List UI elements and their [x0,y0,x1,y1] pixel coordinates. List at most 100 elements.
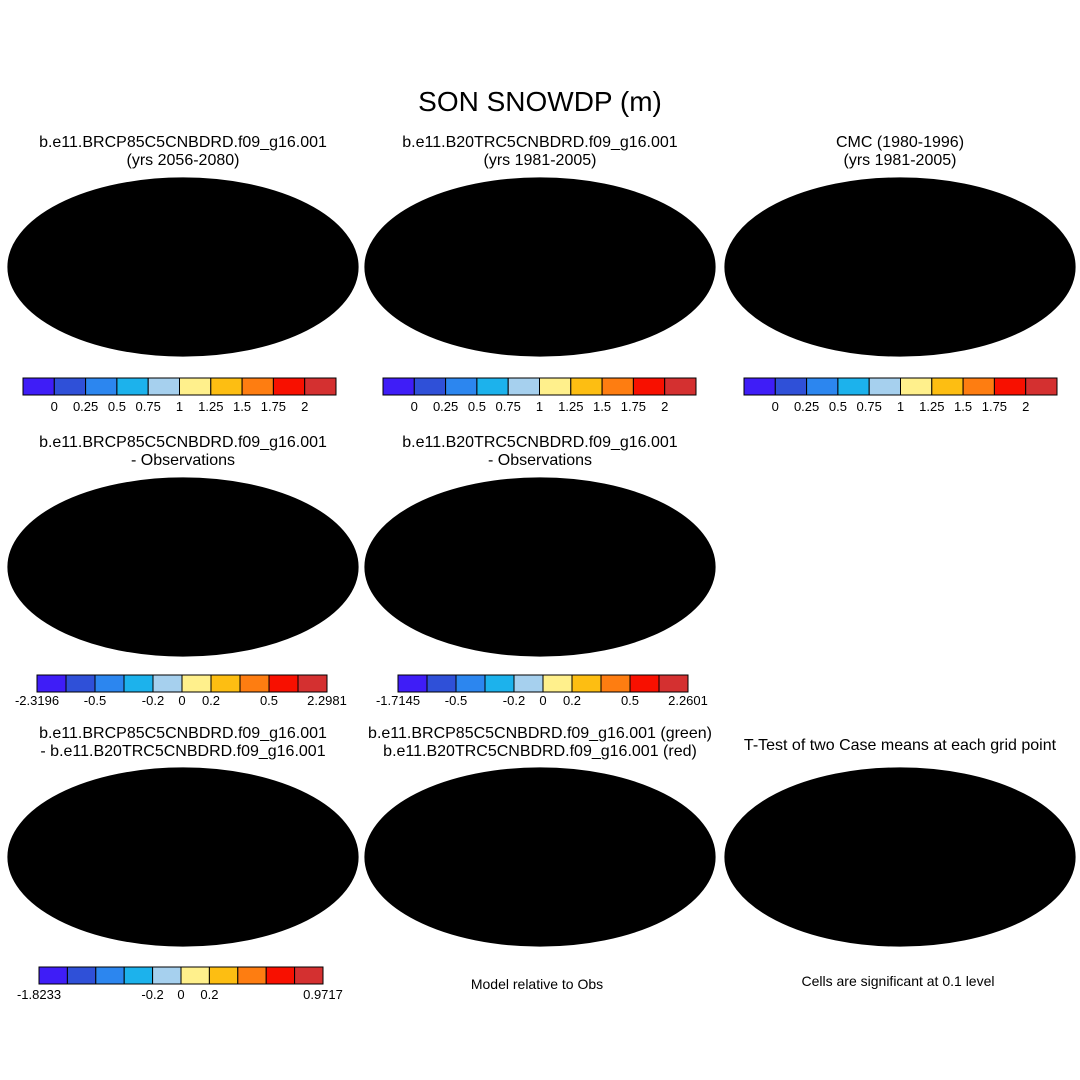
colorbar-swatch [123,966,154,985]
panel-title-line1: T-Test of two Case means at each grid po… [743,737,1057,754]
colorbar-tick-label: 1.5 [233,399,251,414]
colorbar-tick-label: 1.75 [261,399,286,414]
colorbar-swatch [85,377,118,396]
significance-note: Cells are significant at 0.1 level [801,973,995,989]
map-panel-p8 [364,767,716,947]
colorbar-swatch [931,377,964,396]
colorbar-swatch [658,674,689,693]
panel-title-p2: b.e11.B20TRC5CNBDRD.f09_g16.001 (yrs 1981… [360,134,720,170]
colorbar-swatch [304,377,337,396]
colorbar-cb5: -1.7145 -0.5 -0.2 0 0.2 0.5 2.2601 [376,674,708,708]
colorbar-swatch [900,377,933,396]
map-panel-p4 [7,477,359,657]
map-panel-p7 [7,767,359,947]
colorbar-swatch [208,966,239,985]
colorbar-swatch [181,674,212,693]
colorbar-swatch [241,377,274,396]
colorbar-cb3: 0 0.25 0.5 0.75 1 1.25 1.5 1.75 2 [743,377,1058,414]
colorbar-tick-label: 1.75 [982,399,1007,414]
panel-title-p1: b.e11.BRCP85C5CNBDRD.f09_g16.001 (yrs 205… [3,134,363,170]
colorbar-swatch [513,674,544,693]
colorbar-swatch [774,377,808,396]
colorbar-swatch [993,377,1027,396]
panel-title-line1: b.e11.BRCP85C5CNBDRD.f09_g16.001 [39,434,327,451]
colorbar-tick-label: 0.75 [496,399,521,414]
colorbar-tick-label: 1.25 [919,399,944,414]
panel-title-line2: - Observations [130,452,236,469]
colorbar-tick-label: 1.5 [954,399,972,414]
colorbar-tick-label: 1.75 [621,399,646,414]
colorbar-tick-label: 2.2601 [668,693,708,708]
colorbar-swatch [38,966,68,985]
colorbar-swatch [94,674,125,693]
map-border [7,177,359,357]
map-border [364,477,716,657]
map-panel-p3 [724,177,1076,357]
map-panel-p5 [364,477,716,657]
panel-title-line2: (yrs 2056-2080) [126,152,240,169]
colorbar-tick-label: -0.2 [503,693,525,708]
panel-title-line1: CMC (1980-1996) [835,134,965,151]
colorbar-tick-label: 0.2 [202,693,220,708]
colorbar-swatch [601,377,634,396]
colorbar-swatch [152,674,183,693]
colorbar-swatch [743,377,776,396]
colorbar-tick-label: 0.5 [108,399,126,414]
panel-title-line1: b.e11.BRCP85C5CNBDRD.f09_g16.001 [39,725,327,742]
colorbar-swatch [294,966,324,985]
colorbar-swatch [53,377,87,396]
figure-title: SON SNOWDP (m) [418,86,662,117]
map-border [7,767,359,947]
colorbar-swatch [570,377,603,396]
colorbar-swatch [265,966,296,985]
colorbar-tick-label: 0.5 [468,399,486,414]
colorbar-swatch [600,674,631,693]
map-border [364,177,716,357]
colorbar-tick-label: 2 [301,399,308,414]
colorbar-swatch [268,674,299,693]
colorbar-tick-label: 0.5 [621,693,639,708]
colorbar-tick-label: -0.5 [84,693,106,708]
panel-title-p9: T-Test of two Case means at each grid po… [720,737,1080,755]
colorbar-cb4: -2.3196 -0.5 -0.2 0 0.2 0.5 2.2981 [15,674,347,708]
colorbar-swatch [476,377,509,396]
colorbar-tick-label: 1 [536,399,543,414]
colorbar-swatch [1025,377,1058,396]
map-panel-p9 [724,767,1076,947]
colorbar-swatch [542,674,573,693]
colorbar-swatch [455,674,486,693]
panel-title-p5: b.e11.B20TRC5CNBDRD.f09_g16.001- Observa… [360,434,720,470]
panel-title-line2: (yrs 1981-2005) [843,152,957,169]
colorbar-tick-label: 0.25 [794,399,819,414]
panel-title-line1: b.e11.B20TRC5CNBDRD.f09_g16.001 [402,434,678,451]
colorbar-swatch [868,377,902,396]
colorbar-tick-label: -1.7145 [376,693,420,708]
panel-title-p3: CMC (1980-1996) (yrs 1981-2005) [720,134,1080,170]
colorbar-swatch [297,674,328,693]
colorbar-swatch [210,377,243,396]
panel-title-line2: - b.e11.B20TRC5CNBDRD.f09_g16.001 [40,743,326,760]
colorbar-tick-label: 2 [1022,399,1029,414]
colorbar-swatch [239,674,270,693]
colorbar-tick-label: 0.25 [73,399,98,414]
colorbar-tick-label: -0.2 [142,693,164,708]
colorbar-tick-label: 0 [51,399,58,414]
colorbar-swatch [123,674,154,693]
colorbar-tick-label: 0 [178,693,185,708]
panel-title-p7: b.e11.BRCP85C5CNBDRD.f09_g16.001- b.e11.… [3,725,363,761]
colorbar-swatch [539,377,572,396]
colorbar-swatch [629,674,660,693]
colorbar-swatch [116,377,149,396]
map-panel-p2 [364,177,716,357]
colorbar-swatch [237,966,267,985]
colorbar-swatch [179,377,212,396]
colorbar-tick-label: 1.5 [593,399,611,414]
colorbar-swatch [147,377,180,396]
colorbar-tick-label: 1 [897,399,904,414]
panel-title-line2: - Observations [487,452,593,469]
colorbar-swatch [484,674,515,693]
colorbar-swatch [445,377,478,396]
colorbar-swatch [66,966,97,985]
colorbar-tick-label: -0.2 [141,987,163,1002]
